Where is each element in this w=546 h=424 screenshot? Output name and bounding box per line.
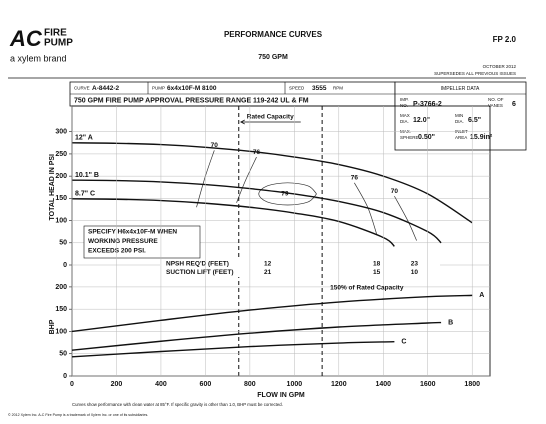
value: 6.5" [468,117,481,124]
x-tick-label: 400 [155,381,167,388]
value: P-3766-2 [413,101,442,108]
value: 0.50" [418,134,435,141]
label: IMP. [400,97,409,102]
efficiency-curve [394,195,417,241]
marker-arrow [239,119,301,125]
label: MIN [455,113,463,118]
value: 6 [512,101,516,108]
y-tick-label: 300 [55,129,67,136]
label: DIA. [400,119,409,124]
series-line [71,341,395,358]
note-line: EXCEEDS 200 PSI. [88,248,146,255]
efficiency-label: 70 [211,142,219,149]
efficiency-curve [236,156,257,203]
marker-label: Rated Capacity [247,114,294,121]
series-label: 12" A [75,135,93,142]
copyright: © 2012 Xylem Inc. A-C Fire Pump is a tra… [8,413,148,417]
x-tick-label: 1400 [375,381,391,388]
note-box [83,225,201,259]
label: NO. OF [488,97,504,102]
value: 6x4x10F-M 8100 [167,85,217,92]
x-axis-title: FLOW IN GPM [257,392,305,399]
brand: a xylem brand [10,53,67,63]
x-tick-label: 1000 [287,381,303,388]
date: OCTOBER 2012 [483,64,517,69]
value: A-8442-2 [92,85,119,92]
efficiency-curve [258,182,317,206]
label: DIA. [455,119,464,124]
label: SPEED [289,86,305,91]
x-tick-label: 1600 [420,381,436,388]
value: 12.0" [413,117,430,124]
label: RPM [333,86,343,91]
label: VANES [488,103,503,108]
lift-value: 21 [264,269,272,276]
note-line: WORKING PRESSURE [88,238,158,245]
lift-value: 15 [373,269,381,276]
series-label: 8.7" C [75,191,95,198]
label: AREA [455,135,467,140]
series-label: C [401,339,406,346]
x-tick-label: 1200 [331,381,347,388]
series-line [71,294,473,333]
y-tick-label: 200 [55,284,67,291]
x-tick-label: 200 [111,381,123,388]
x-tick-label: 600 [200,381,212,388]
logo-line: FIRE [44,28,67,39]
npsh-label: NPSH REQ'D (FEET) [166,261,229,268]
label: PUMP [152,86,165,91]
y-axis-title: BHP [49,319,56,334]
label: SPHERE [400,135,419,140]
y-axis-title: TOTAL HEAD IN PSI [49,154,56,221]
series-label: B [448,319,453,326]
x-tick-label: 1800 [464,381,480,388]
label: MAX [400,113,410,118]
y-tick-label: 150 [55,195,67,202]
impeller-box [394,81,527,151]
x-tick-label: 800 [244,381,256,388]
npsh-bg [160,260,440,277]
marker-label: 150% of Rated Capacity [330,285,404,292]
efficiency-label: 79 [281,191,289,198]
series-line [71,321,442,351]
value: 15.9in² [470,134,493,141]
efficiency-curve [354,182,377,235]
lift-value: 10 [411,269,419,276]
lift-label: SUCTION LIFT (FEET) [166,269,234,276]
y-tick-label: 100 [55,217,67,224]
series-line [71,142,473,224]
series-line [71,179,442,244]
series-label: 10.1" B [75,172,99,179]
efficiency-label: 70 [391,188,399,195]
impeller-title: IMPELLER DATA [441,86,480,92]
y-tick-label: 50 [59,240,67,247]
logo-line: PUMP [44,38,73,49]
y-tick-label: 100 [55,328,67,335]
range: 750 GPM FIRE PUMP APPROVAL PRESSURE RANG… [74,97,309,104]
value: 3555 [312,85,327,92]
logo-mark: AC [9,26,43,51]
footer-note: Curves show performance with clean water… [72,402,283,407]
npsh-value: 23 [411,261,419,268]
y-tick-label: 200 [55,173,67,180]
title: PERFORMANCE CURVES [224,30,323,39]
y-tick-label: 50 [59,351,67,358]
npsh-value: 18 [373,261,381,268]
y-tick-label: 0 [63,373,67,380]
y-tick-label: 150 [55,306,67,313]
series-label: A [479,292,484,299]
npsh-value: 12 [264,261,272,268]
note-line: SPECIFY H6x4x10F-M WHEN [88,229,177,236]
y-tick-label: 0 [63,262,67,269]
y-tick-label: 250 [55,151,67,158]
x-tick-label: 0 [70,381,74,388]
subtitle: 750 GPM [258,54,288,61]
code: FP 2.0 [493,35,517,44]
efficiency-label: 76 [351,175,359,182]
supersedes: SUPERSEDES ALL PREVIOUS ISSUES [434,71,516,76]
label: CURVE [74,86,90,91]
